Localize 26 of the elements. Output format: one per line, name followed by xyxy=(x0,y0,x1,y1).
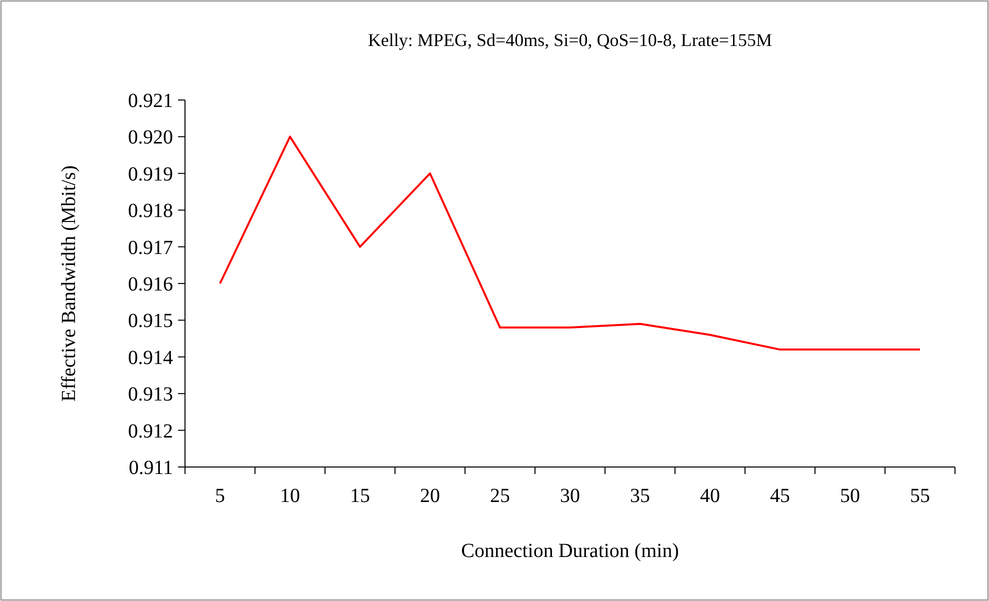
x-axis-title: Connection Duration (min) xyxy=(461,540,679,562)
x-tick-label: 10 xyxy=(280,485,300,507)
y-tick-label: 0.918 xyxy=(128,200,173,222)
y-tick-label: 0.912 xyxy=(128,420,173,442)
y-tick-label: 0.913 xyxy=(128,384,173,406)
x-tick-label: 15 xyxy=(350,485,370,507)
x-tick-label: 45 xyxy=(770,485,790,507)
line-series xyxy=(219,136,921,351)
x-tick-label: 20 xyxy=(420,485,440,507)
x-tick-label: 50 xyxy=(840,485,860,507)
y-tick-label: 0.920 xyxy=(128,126,173,149)
y-tick-label: 0.911 xyxy=(128,457,173,479)
x-tick-label: 30 xyxy=(560,485,580,507)
y-tick-label: 0.919 xyxy=(128,163,173,186)
x-tick-label: 55 xyxy=(910,485,930,507)
y-tick-label: 0.915 xyxy=(128,310,173,332)
y-tick-label: 0.921 xyxy=(128,90,173,112)
y-tick-label: 0.914 xyxy=(128,346,173,369)
y-tick-label: 0.917 xyxy=(128,236,173,259)
y-tick-label: 0.916 xyxy=(128,274,173,296)
chart-title: Kelly: MPEG, Sd=40ms, Si=0, QoS=10-8, Lrate=155M xyxy=(368,30,772,50)
x-tick-label: 25 xyxy=(490,485,510,507)
x-tick-label: 35 xyxy=(630,485,650,507)
x-tick-label: 5 xyxy=(215,485,225,507)
y-axis-title: Effective Bandwidth (Mbit/s) xyxy=(58,165,80,402)
x-tick-label: 40 xyxy=(700,485,720,507)
